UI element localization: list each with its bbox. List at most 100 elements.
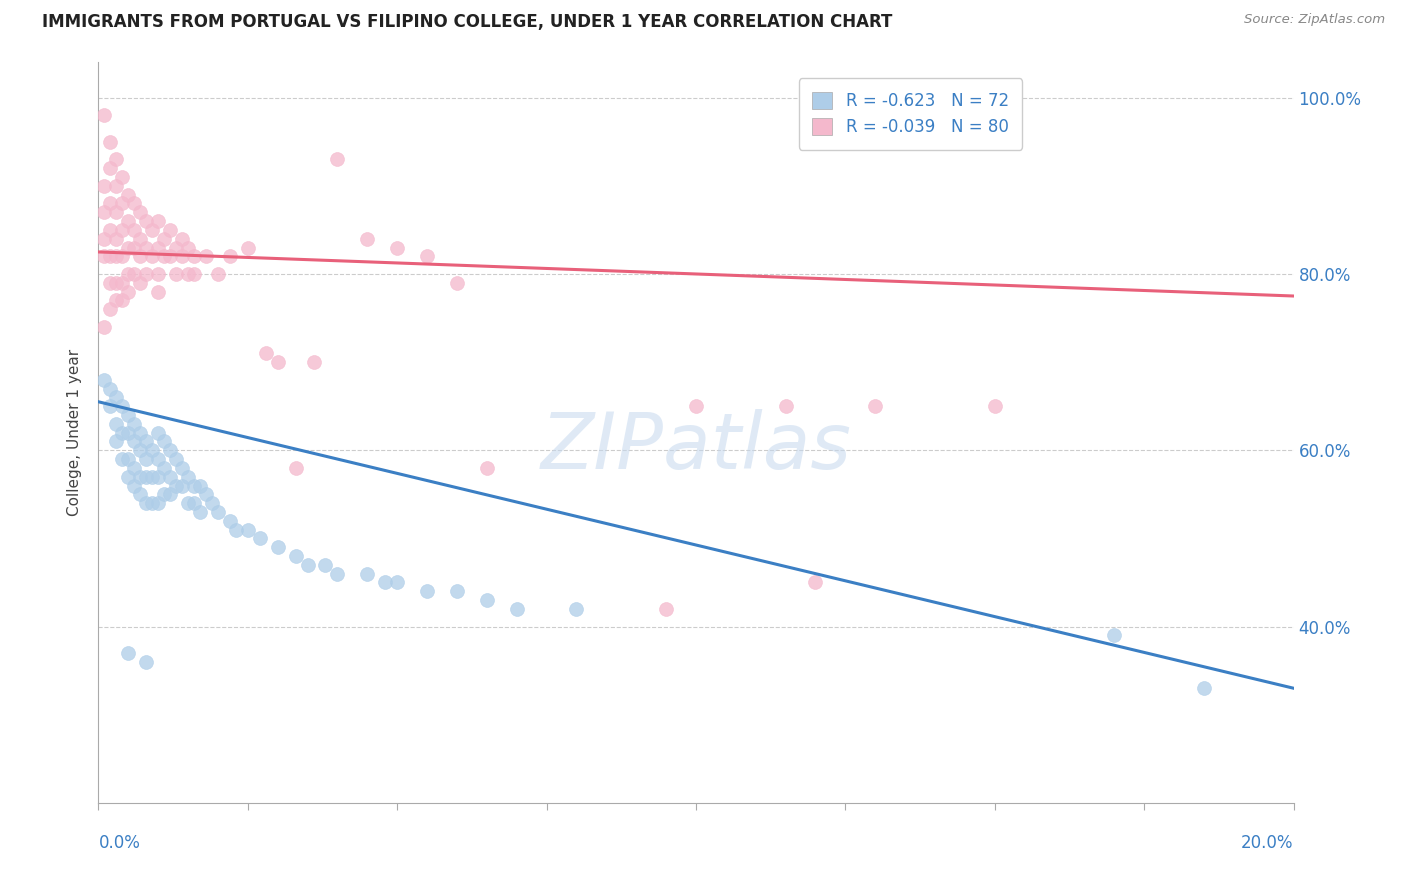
Text: ZIPatlas: ZIPatlas — [540, 409, 852, 485]
Point — [117, 285, 139, 299]
Point — [153, 434, 176, 449]
Point — [984, 399, 1007, 413]
Point — [297, 558, 319, 572]
Point — [98, 302, 122, 317]
Point — [111, 452, 134, 467]
Point — [207, 505, 229, 519]
Point — [219, 249, 242, 263]
Point — [148, 240, 170, 255]
Point — [172, 249, 194, 263]
Point — [93, 108, 115, 122]
Point — [865, 399, 887, 413]
Point — [172, 232, 194, 246]
Point — [284, 461, 307, 475]
Point — [153, 249, 176, 263]
Point — [111, 425, 134, 440]
Point — [129, 425, 152, 440]
Point — [655, 602, 678, 616]
Point — [124, 196, 146, 211]
Point — [165, 452, 187, 467]
Point — [219, 514, 242, 528]
Point — [446, 584, 468, 599]
Point — [135, 655, 157, 669]
Point — [177, 496, 200, 510]
Point — [236, 523, 259, 537]
Point — [159, 249, 181, 263]
Point — [117, 469, 139, 483]
Point — [117, 646, 139, 660]
Point — [98, 196, 122, 211]
Point — [1104, 628, 1126, 642]
Point — [183, 496, 205, 510]
Point — [159, 469, 181, 483]
Point — [105, 390, 128, 404]
Point — [135, 214, 157, 228]
Point — [117, 267, 139, 281]
Text: 20.0%: 20.0% — [1241, 834, 1294, 852]
Point — [141, 249, 163, 263]
Point — [129, 249, 152, 263]
Point — [148, 285, 170, 299]
Point — [565, 602, 588, 616]
Text: IMMIGRANTS FROM PORTUGAL VS FILIPINO COLLEGE, UNDER 1 YEAR CORRELATION CHART: IMMIGRANTS FROM PORTUGAL VS FILIPINO COL… — [42, 13, 893, 31]
Point — [105, 153, 128, 167]
Point — [254, 346, 277, 360]
Point — [135, 452, 157, 467]
Point — [129, 205, 152, 219]
Point — [129, 487, 152, 501]
Point — [98, 249, 122, 263]
Point — [117, 214, 139, 228]
Point — [135, 469, 157, 483]
Point — [124, 417, 146, 431]
Point — [148, 425, 170, 440]
Point — [141, 469, 163, 483]
Point — [416, 584, 439, 599]
Point — [177, 469, 200, 483]
Point — [111, 276, 134, 290]
Point — [135, 434, 157, 449]
Point — [284, 549, 307, 563]
Point — [159, 443, 181, 458]
Point — [172, 478, 194, 492]
Point — [148, 214, 170, 228]
Point — [148, 452, 170, 467]
Point — [129, 469, 152, 483]
Point — [129, 232, 152, 246]
Point — [506, 602, 529, 616]
Point — [177, 267, 200, 281]
Point — [267, 355, 290, 369]
Point — [446, 276, 468, 290]
Point — [105, 232, 128, 246]
Point — [98, 382, 122, 396]
Point — [93, 373, 115, 387]
Point — [385, 240, 409, 255]
Point — [117, 425, 139, 440]
Point — [207, 267, 229, 281]
Point — [117, 408, 139, 422]
Point — [111, 169, 134, 184]
Point — [201, 496, 224, 510]
Point — [93, 205, 115, 219]
Point — [141, 443, 163, 458]
Point — [105, 205, 128, 219]
Point — [356, 566, 378, 581]
Point — [685, 399, 707, 413]
Point — [148, 469, 170, 483]
Point — [195, 487, 218, 501]
Point — [356, 232, 378, 246]
Point — [111, 249, 134, 263]
Point — [111, 399, 134, 413]
Point — [105, 276, 128, 290]
Point — [141, 223, 163, 237]
Point — [148, 267, 170, 281]
Point — [98, 223, 122, 237]
Point — [159, 223, 181, 237]
Point — [153, 487, 176, 501]
Point — [93, 319, 115, 334]
Point — [93, 178, 115, 193]
Point — [105, 434, 128, 449]
Point — [117, 187, 139, 202]
Point — [148, 496, 170, 510]
Point — [111, 223, 134, 237]
Point — [804, 575, 827, 590]
